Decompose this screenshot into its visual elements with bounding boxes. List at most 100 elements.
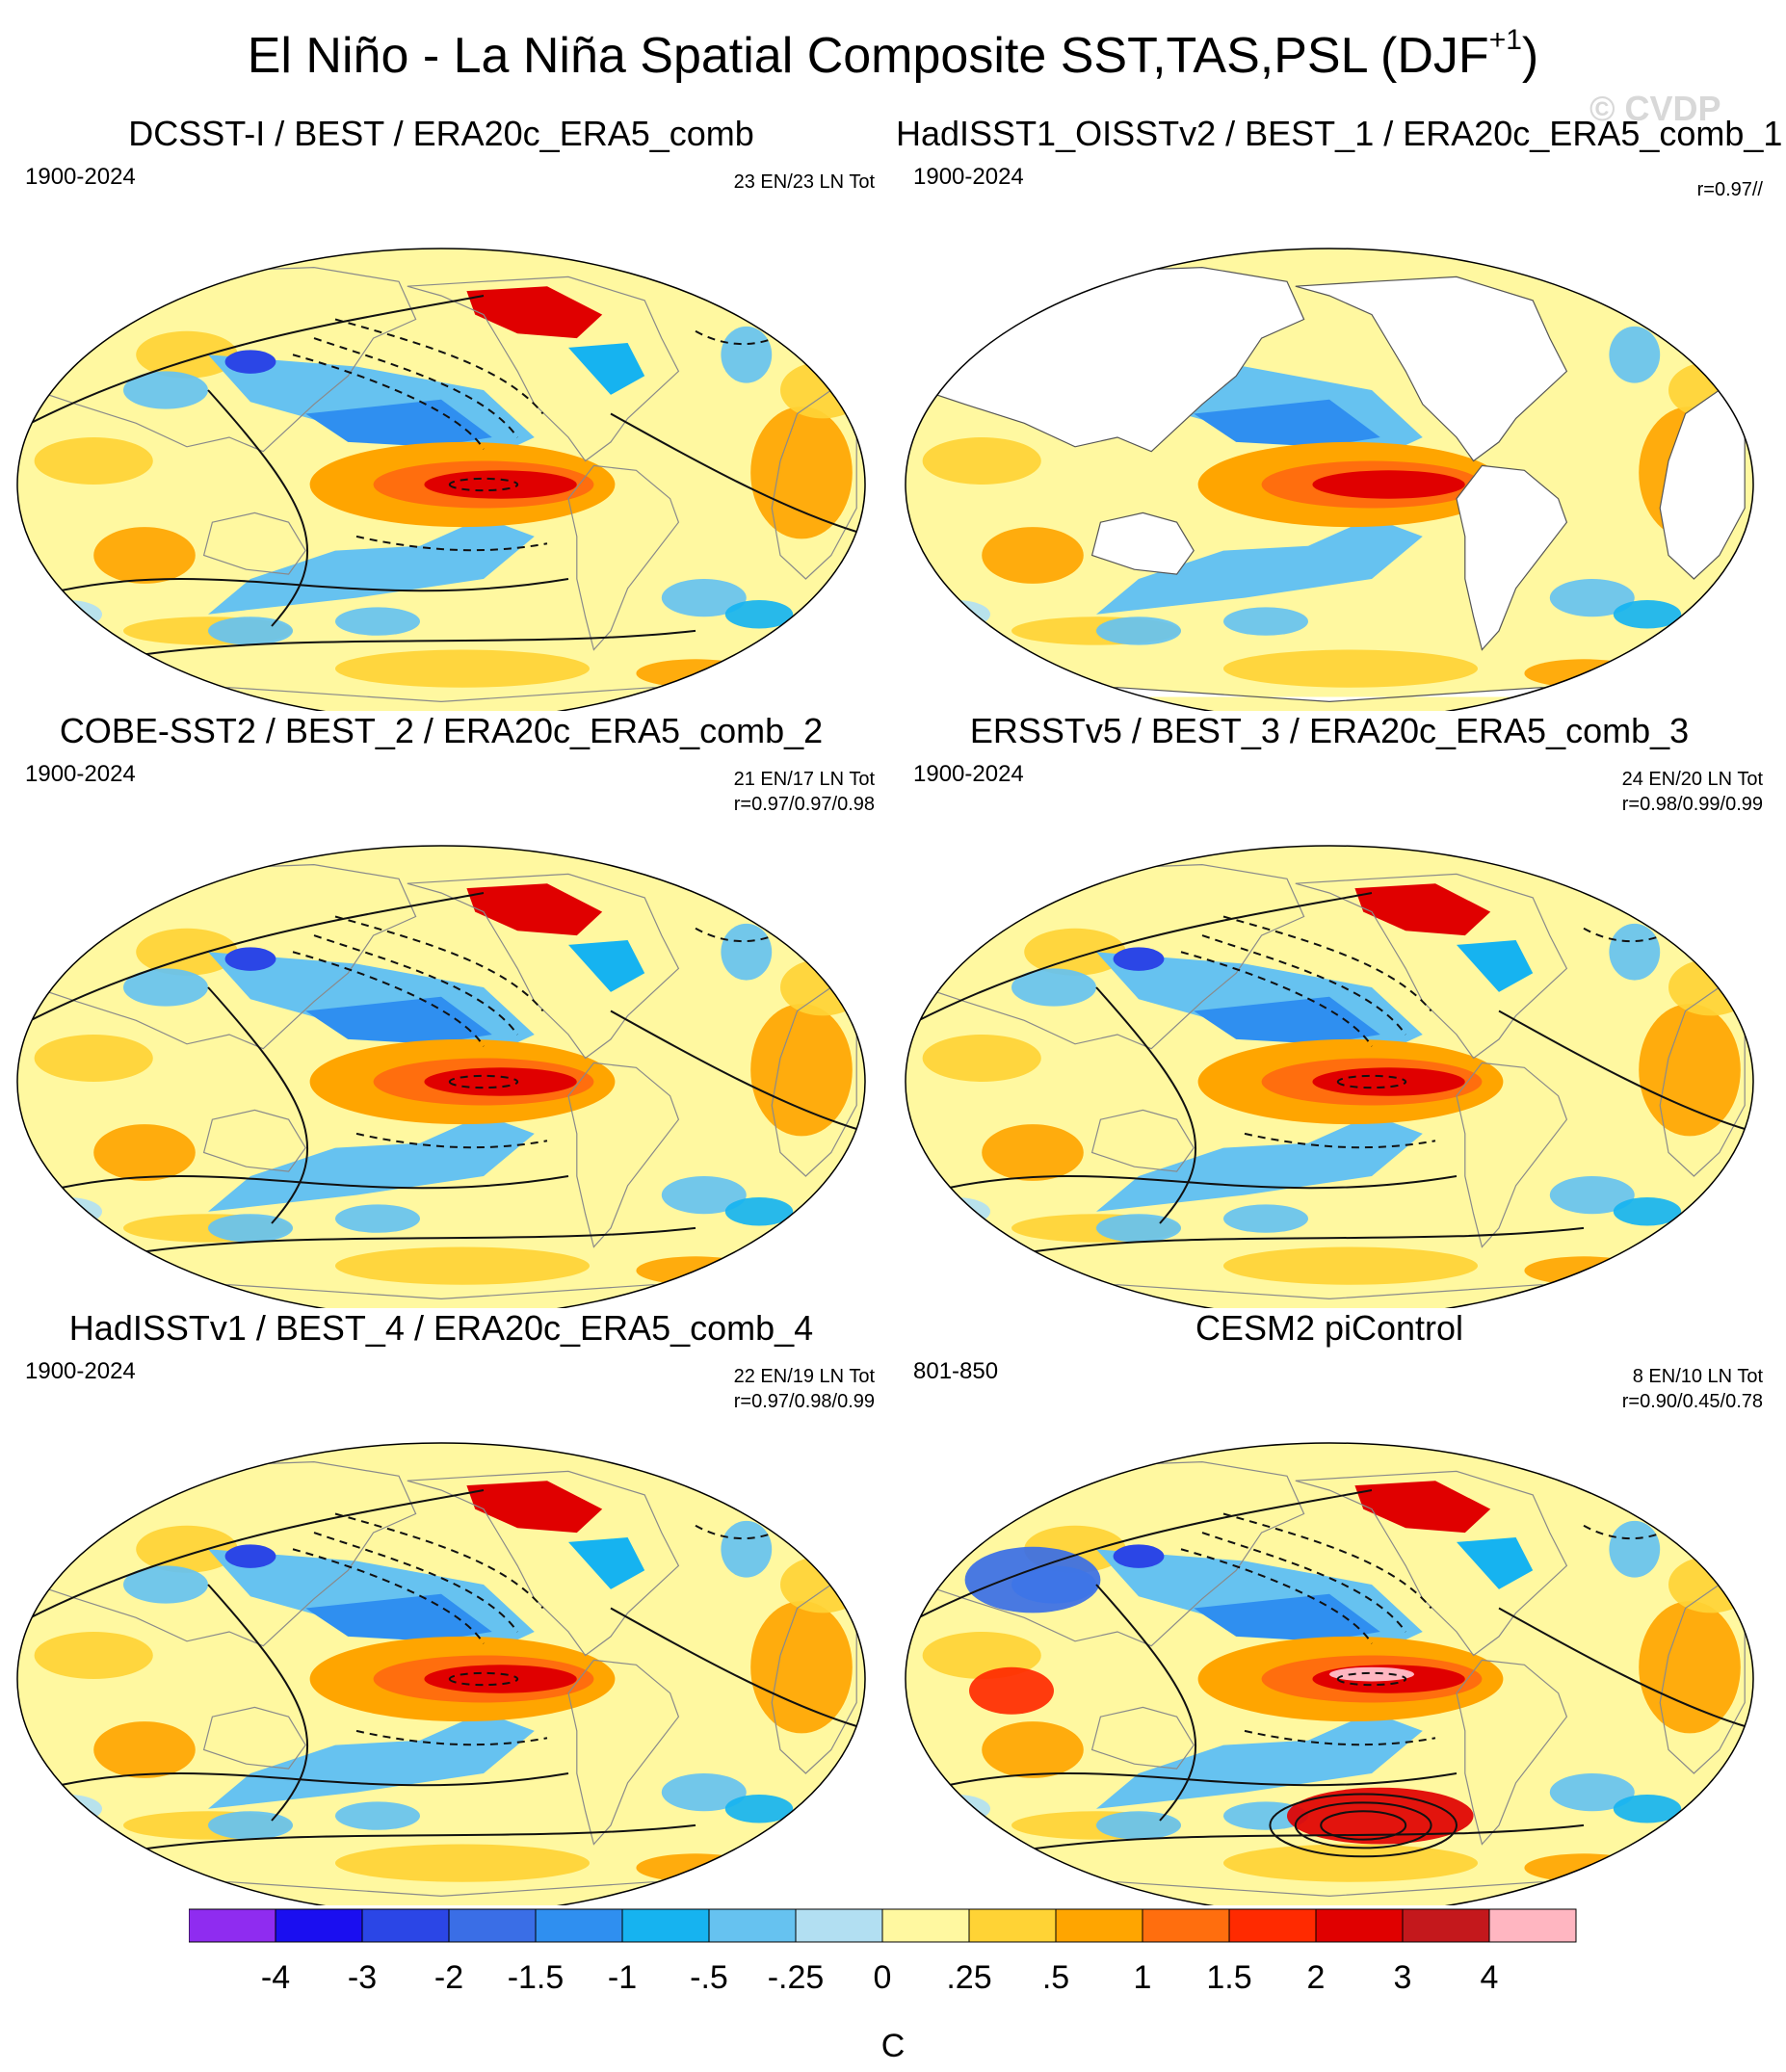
psl-contour-negative (1201, 1532, 1407, 1633)
anomaly-patch (1609, 1520, 1661, 1578)
anomaly-patch (1223, 1204, 1308, 1233)
coastline-australia (202, 511, 306, 575)
anomaly-patch (922, 1197, 990, 1226)
panel-title: DCSST-I / BEST / ERA20c_ERA5_comb (128, 114, 754, 153)
psl-contour-positive (1498, 1010, 1746, 1130)
horseshoe-cool-south (1096, 1115, 1423, 1212)
psl-contour-negative (448, 477, 519, 492)
coastline-australia (202, 1109, 306, 1172)
anomaly-patch (1609, 326, 1661, 383)
anomaly-patch (1549, 579, 1635, 617)
psl-contour-negative (355, 1132, 548, 1149)
colorbar-tick-label: 1 (1134, 1959, 1152, 1996)
colorbar-swatch (968, 1908, 1057, 1943)
anomaly-patch (922, 1795, 990, 1823)
coastline-africa (771, 389, 857, 580)
panel-period: 1900-2024 (25, 164, 136, 190)
anomaly-patch (34, 600, 102, 629)
anomaly-patch (34, 1795, 102, 1823)
psl-contour-positive (947, 1772, 1458, 1787)
panel-title: HadISSTv1 / BEST_4 / ERA20c_ERA5_comb_4 (68, 1308, 814, 1348)
psl-contour-negative (448, 1671, 519, 1687)
colorbar-tick-label: 0 (874, 1959, 892, 1996)
horseshoe-cool-south (208, 517, 535, 615)
psl-contour-positive (913, 892, 1373, 1024)
psl-contour-positive (1498, 1607, 1746, 1727)
colorbar-swatch (1402, 1908, 1490, 1943)
anomaly-patch (335, 1204, 420, 1233)
coastline-africa (771, 986, 857, 1177)
colorbar-tick-label: -3 (348, 1959, 377, 1996)
coastline-namerica (1295, 1470, 1568, 1657)
anomaly-patch (1223, 649, 1478, 688)
psl-contour-positive (144, 1823, 696, 1850)
psl-contour-positive (1294, 1801, 1432, 1849)
strong-cool-patch (224, 350, 276, 374)
cool-core-north (305, 996, 492, 1044)
psl-contour-negative (334, 915, 544, 1012)
anomaly-patch (750, 1004, 853, 1137)
alaska-warm-patch (1354, 1481, 1491, 1534)
map-panel-hadisst1-oisstv2: HadISST1_OISSTv2 / BEST_1 / ERA20c_ERA5_… (896, 114, 1782, 711)
map-panel-cesm2-picontrol: CESM2 piControl 801-850 8 EN/10 LN Tot r… (896, 1308, 1763, 1905)
psl-contour-positive (1032, 1226, 1585, 1253)
anomaly-patch (1613, 600, 1682, 629)
map-border (16, 1442, 866, 1905)
anomaly-patch (1223, 1801, 1308, 1830)
anomaly-patch (334, 1246, 590, 1285)
coastline-africa (1659, 986, 1746, 1177)
anomaly-patch (123, 968, 208, 1007)
anomaly-patch (335, 607, 420, 636)
colorbar-tick-label: 1.5 (1206, 1959, 1251, 1996)
horseshoe-cool-south (208, 1115, 535, 1212)
colorbar-tick-label: -4 (261, 1959, 290, 1996)
psl-contour-positive (144, 1226, 696, 1253)
anomaly-patch (1223, 607, 1308, 636)
horseshoe-cool-south (1096, 1712, 1423, 1809)
enso-peak (424, 1067, 577, 1096)
colorbar-swatch (1142, 1908, 1230, 1943)
psl-contour-negative (1222, 1512, 1432, 1610)
coastline-namerica (1295, 873, 1568, 1060)
map-border (905, 1442, 1754, 1905)
panel-correlation: r=0.98/0.99/0.99 (1621, 794, 1763, 815)
anomaly-patch (1011, 968, 1096, 1007)
psl-contour-positive (25, 1489, 485, 1621)
anomaly-patch (334, 1844, 590, 1882)
coastline-australia (1090, 1706, 1195, 1770)
anomaly-patch (1613, 1197, 1682, 1226)
psl-contour-negative (695, 1512, 802, 1540)
anomaly-patch (1613, 1795, 1682, 1823)
psl-contour-negative (448, 1074, 519, 1089)
anomaly-patch (34, 436, 153, 485)
map-panel-cobe-sst2: COBE-SST2 / BEST_2 / ERA20c_ERA5_comb_2 … (8, 711, 875, 1308)
anomaly-patch (724, 600, 794, 629)
coastline-africa (1659, 389, 1746, 580)
anomaly-patch (721, 326, 773, 383)
panel-counts: 22 EN/19 LN Tot (733, 1366, 875, 1387)
anomaly-patch (123, 1565, 208, 1604)
anomaly-patch (982, 1124, 1084, 1181)
map-border (905, 845, 1754, 1308)
psl-contour-negative (1336, 1671, 1407, 1687)
coastline-samerica (567, 1659, 680, 1846)
psl-contour-positive (610, 412, 857, 533)
psl-contour-negative (1244, 1132, 1436, 1149)
map-plot (16, 845, 866, 1308)
colorbar-tick-label: -1.5 (508, 1959, 565, 1996)
psl-contour-negative (313, 1532, 519, 1633)
anomaly-patch (724, 1197, 794, 1226)
colorbar-swatch (708, 1908, 797, 1943)
panel-period: 801-850 (913, 1358, 999, 1384)
coastline-eurasia (913, 863, 1305, 1050)
psl-contour-positive (1032, 1823, 1585, 1850)
anomaly-patch (922, 600, 990, 629)
panel-correlation: r=0.97/0.97/0.98 (733, 794, 875, 815)
anomaly-patch (922, 436, 1041, 485)
anomaly-patch (1549, 1773, 1635, 1812)
anomaly-patch (34, 1034, 153, 1082)
psl-contour-negative (292, 1548, 485, 1644)
horseshoe-cool-south (208, 1712, 535, 1809)
anomaly-patch (982, 527, 1084, 584)
psl-contour-positive (144, 629, 696, 656)
